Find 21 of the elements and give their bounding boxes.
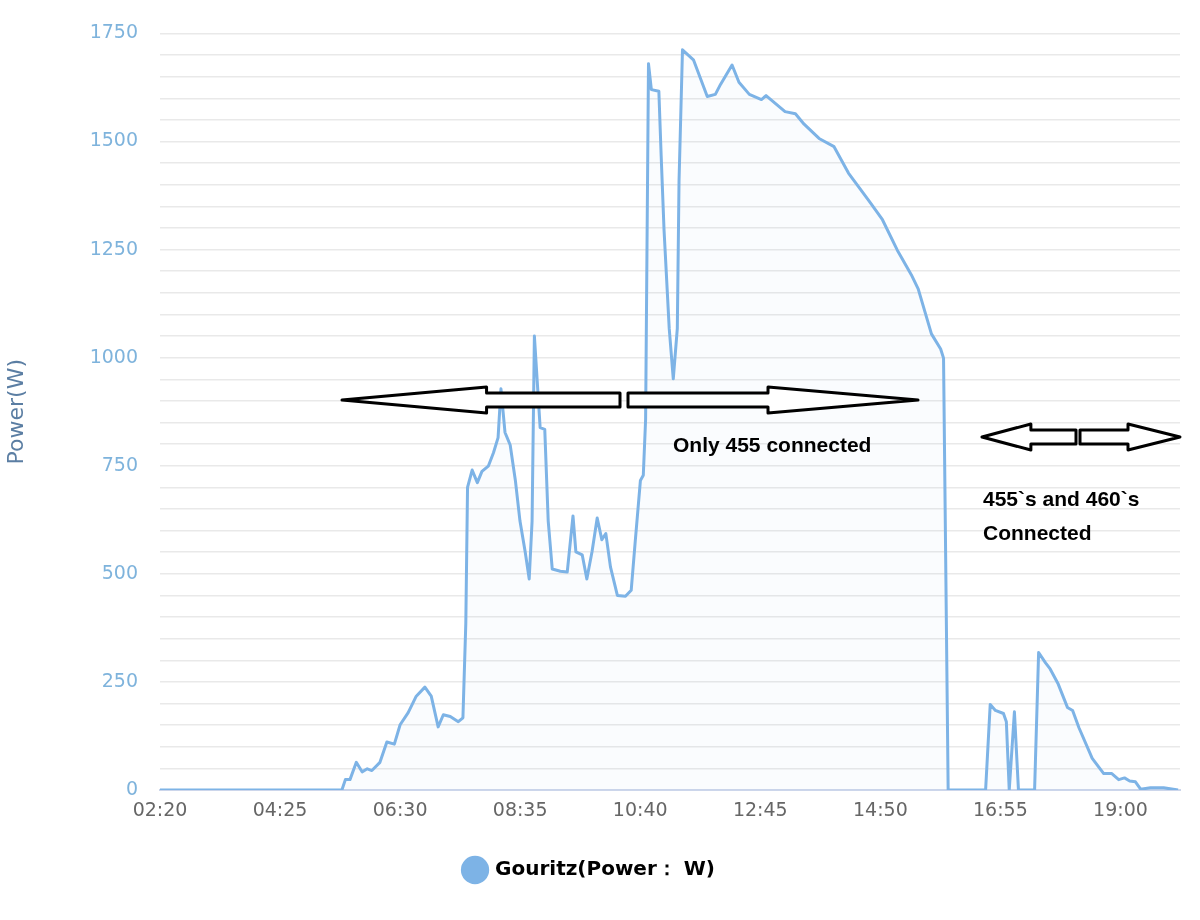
y-tick-label: 750	[101, 452, 138, 475]
y-tick-label: 1750	[89, 20, 138, 43]
y-tick-label: 1500	[89, 128, 138, 151]
x-tick-label: 02:20	[132, 798, 188, 821]
x-tick-label: 10:40	[612, 798, 668, 821]
y-tick-label: 0	[125, 776, 138, 799]
x-tick-label: 14:50	[852, 798, 908, 821]
x-tick-label: 08:35	[492, 798, 548, 821]
x-tick-label: 16:55	[973, 798, 1028, 821]
y-axis-title: Power(W)	[2, 358, 28, 465]
x-tick-label: 12:45	[732, 798, 788, 821]
annotation: Only 455 connected	[673, 432, 873, 458]
y-tick-label: 1250	[89, 236, 138, 259]
x-tick-label: 19:00	[1093, 798, 1148, 821]
x-tick-label: 06:30	[372, 798, 428, 821]
y-tick-label: 500	[101, 560, 138, 583]
annotation: 455`s and 460`s Connected	[983, 486, 1141, 546]
y-tick-label: 250	[101, 668, 138, 691]
legend-label: Gouritz(Power： W)	[495, 856, 715, 881]
y-tick-label: 1000	[89, 344, 138, 367]
x-tick-label: 04:25	[252, 798, 308, 821]
